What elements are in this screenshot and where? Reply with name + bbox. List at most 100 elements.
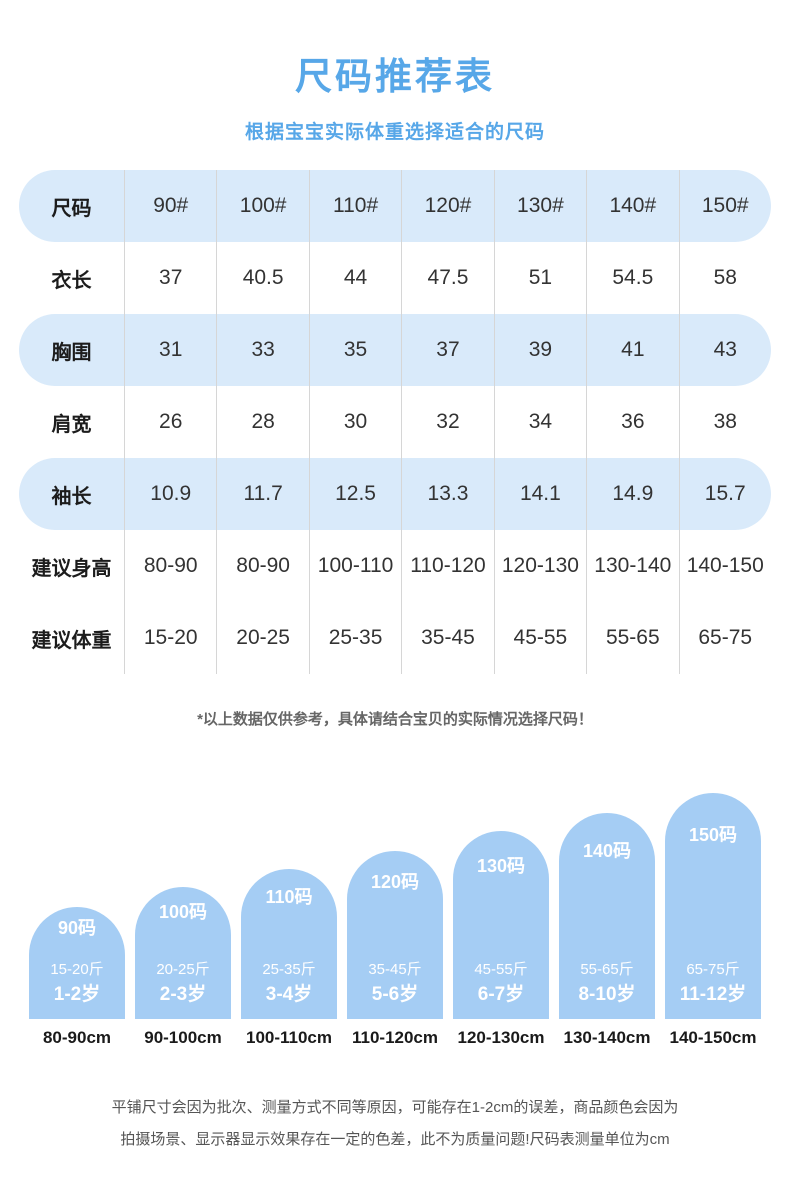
chart-column: 130码 45-55斤 6-7岁 120-130cm [453, 831, 549, 1050]
table-cell: 31 [125, 314, 218, 386]
table-row-chest: 胸围 31 33 35 37 39 41 43 [19, 314, 771, 386]
table-cell: 100-110 [310, 530, 403, 602]
table-cell: 150# [701, 194, 749, 217]
table-cell: 47.5 [402, 242, 495, 314]
page-subtitle: 根据宝宝实际体重选择适合的尺码 [244, 122, 545, 143]
arch-height-label: 80-90cm [42, 1028, 112, 1047]
table-cell: 54.5 [587, 242, 680, 314]
arch-height-label: 100-110cm [245, 1028, 333, 1047]
table-cell: 30 [310, 386, 403, 458]
table-cell: 34 [495, 386, 588, 458]
table-cell: 10.9 [125, 458, 218, 530]
table-cell: 58 [713, 266, 737, 289]
arch-height-label: 140-150cm [669, 1028, 757, 1047]
table-cell: 140-150 [686, 554, 764, 577]
chart-column: 100码 20-25斤 2-3岁 90-100cm [135, 887, 231, 1050]
table-cell: 38 [713, 410, 737, 433]
arch-age-label: 2-3岁 [159, 984, 207, 1005]
row-label: 建议体重 [19, 602, 125, 674]
table-cell: 43 [713, 338, 737, 361]
table-cell: 35 [310, 314, 403, 386]
table-cell: 11.7 [217, 458, 310, 530]
disclaimer-line-2: 拍摄场景、显示器显示效果存在一定的色差，此不为质量问题!尺码表测量单位为cm [120, 1131, 670, 1148]
arch-size-label: 110码 [265, 887, 313, 907]
table-cell: 65-75 [698, 626, 753, 649]
table-cell: 40.5 [217, 242, 310, 314]
arch-weight-label: 25-35斤 [262, 961, 316, 978]
arch-age-label: 1-2岁 [53, 984, 101, 1005]
arch-age-label: 8-10岁 [578, 984, 636, 1005]
size-arch: 90码 15-20斤 1-2岁 [29, 907, 125, 1019]
table-cell: 15-20 [125, 602, 218, 674]
table-cell: 35-45 [402, 602, 495, 674]
table-cell: 39 [495, 314, 588, 386]
table-cell: 120# [402, 170, 495, 242]
table-cell: 44 [310, 242, 403, 314]
table-row-weight: 建议体重 15-20 20-25 25-35 35-45 45-55 55-65… [19, 602, 771, 674]
table-cell: 55-65 [587, 602, 680, 674]
table-row-length: 衣长 37 40.5 44 47.5 51 54.5 58 [19, 242, 771, 314]
size-arch: 140码 55-65斤 8-10岁 [559, 813, 655, 1019]
chart-column: 110码 25-35斤 3-4岁 100-110cm [241, 869, 337, 1050]
table-cell: 130# [495, 170, 588, 242]
arch-size-label: 150码 [688, 824, 738, 845]
row-label: 衣长 [19, 242, 125, 314]
row-label: 建议身高 [19, 530, 125, 602]
arch-weight-label: 35-45斤 [368, 961, 422, 978]
arch-height-label: 120-130cm [457, 1028, 545, 1047]
size-arch: 100码 20-25斤 2-3岁 [135, 887, 231, 1019]
table-cell: 32 [402, 386, 495, 458]
arch-age-label: 3-4岁 [265, 984, 313, 1005]
arch-size-label: 120码 [370, 872, 420, 893]
size-arch: 110码 25-35斤 3-4岁 [241, 869, 337, 1019]
arch-size-label: 140码 [582, 841, 632, 862]
table-row-size: 尺码 90# 100# 110# 120# 130# 140# 150# [19, 170, 771, 242]
table-cell: 28 [217, 386, 310, 458]
table-cell: 51 [495, 242, 588, 314]
table-cell: 110-120 [402, 530, 495, 602]
page-title: 尺码推荐表 [295, 56, 495, 97]
chart-column: 150码 65-75斤 11-12岁 140-150cm [665, 793, 761, 1050]
table-cell: 100# [217, 170, 310, 242]
disclaimer: 平铺尺寸会因为批次、测量方式不同等原因，可能存在1-2cm的误差，商品颜色会因为… [0, 1092, 790, 1156]
table-cell: 120-130 [495, 530, 588, 602]
table-cell: 13.3 [402, 458, 495, 530]
table-cell: 110# [310, 170, 403, 242]
arch-size-label: 90码 [57, 918, 97, 939]
table-cell: 41 [587, 314, 680, 386]
arch-weight-label: 20-25斤 [156, 961, 210, 978]
table-row-sleeve: 袖长 10.9 11.7 12.5 13.3 14.1 14.9 15.7 [19, 458, 771, 530]
table-cell: 26 [125, 386, 218, 458]
table-cell: 80-90 [125, 530, 218, 602]
size-arch: 150码 65-75斤 11-12岁 [665, 793, 761, 1019]
table-cell: 12.5 [310, 458, 403, 530]
row-label: 袖长 [19, 458, 125, 530]
table-note: *以上数据仅供参考，具体请结合宝贝的实际情况选择尺码！ [197, 711, 593, 728]
table-cell: 15.7 [704, 482, 746, 505]
arch-weight-label: 45-55斤 [474, 961, 528, 978]
arch-age-label: 6-7岁 [477, 984, 525, 1005]
chart-column: 90码 15-20斤 1-2岁 80-90cm [29, 907, 125, 1050]
table-cell: 37 [402, 314, 495, 386]
arch-weight-label: 65-75斤 [686, 961, 740, 978]
arch-height-label: 110-120cm [351, 1028, 439, 1047]
table-cell: 45-55 [495, 602, 588, 674]
table-cell: 36 [587, 386, 680, 458]
size-table: 尺码 90# 100# 110# 120# 130# 140# 150# 衣长 … [19, 170, 771, 674]
table-cell: 140# [587, 170, 680, 242]
table-cell: 25-35 [310, 602, 403, 674]
table-cell: 14.1 [495, 458, 588, 530]
arch-height-label: 90-100cm [144, 1028, 222, 1047]
table-cell: 33 [217, 314, 310, 386]
table-cell: 20-25 [217, 602, 310, 674]
table-cell: 37 [125, 242, 218, 314]
arch-weight-label: 55-65斤 [580, 961, 634, 978]
table-cell: 80-90 [217, 530, 310, 602]
chart-column: 140码 55-65斤 8-10岁 130-140cm [559, 813, 655, 1050]
arch-size-label: 130码 [476, 855, 526, 876]
disclaimer-line-1: 平铺尺寸会因为批次、测量方式不同等原因，可能存在1-2cm的误差，商品颜色会因为 [111, 1099, 679, 1116]
row-label: 尺码 [19, 170, 125, 242]
table-row-height: 建议身高 80-90 80-90 100-110 110-120 120-130… [19, 530, 771, 602]
arch-size-label: 100码 [158, 901, 208, 922]
